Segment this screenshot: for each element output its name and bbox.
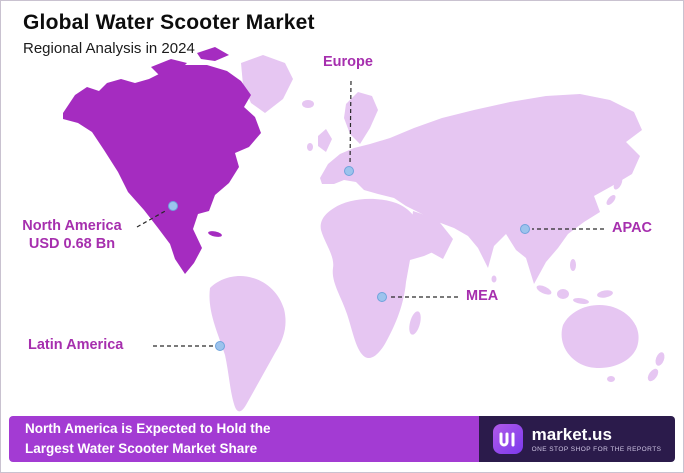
connector-europe bbox=[349, 80, 352, 166]
page-subtitle: Regional Analysis in 2024 bbox=[23, 40, 195, 57]
region-cuba bbox=[208, 231, 222, 237]
banner-line-2: Largest Water Scooter Market Share bbox=[25, 441, 258, 456]
region-japan-north bbox=[613, 176, 623, 190]
brand-name: market.us bbox=[531, 424, 612, 444]
region-sri-lanka bbox=[491, 275, 497, 283]
connector-north-america bbox=[136, 209, 168, 228]
region-sumatra bbox=[536, 285, 552, 295]
marker-apac bbox=[520, 224, 530, 234]
region-iceland bbox=[302, 100, 314, 108]
label-north-america-name: North America bbox=[22, 218, 122, 234]
region-arctic-island-2 bbox=[197, 47, 229, 61]
banner-line-1: North America is Expected to Hold the bbox=[25, 420, 271, 436]
page-title: Global Water Scooter Market bbox=[23, 11, 315, 34]
region-australia bbox=[561, 305, 639, 369]
label-apac: APAC bbox=[612, 220, 653, 236]
region-new-zealand-north bbox=[655, 352, 665, 366]
region-philippines bbox=[570, 259, 576, 271]
label-europe: Europe bbox=[323, 54, 373, 70]
region-scandinavia bbox=[344, 92, 378, 144]
region-africa bbox=[320, 198, 442, 359]
regions-other bbox=[209, 55, 665, 412]
market-us-logo-icon bbox=[492, 424, 523, 454]
label-mea: MEA bbox=[466, 288, 499, 304]
region-ireland bbox=[307, 143, 313, 151]
brand-tagline: ONE STOP SHOP FOR THE REPORTS bbox=[531, 445, 662, 453]
label-north-america: North America USD 0.68 Bn bbox=[5, 217, 139, 253]
brand-text: market.us ONE STOP SHOP FOR THE REPORTS bbox=[532, 426, 662, 453]
region-south-america bbox=[209, 276, 286, 412]
brand-box: market.us ONE STOP SHOP FOR THE REPORTS bbox=[479, 416, 675, 462]
region-java bbox=[573, 298, 589, 304]
region-north-america bbox=[63, 65, 261, 274]
region-arctic-island-1 bbox=[151, 59, 187, 75]
marker-mea bbox=[377, 292, 387, 302]
footer: North America is Expected to Hold the La… bbox=[9, 416, 675, 462]
region-eurasia bbox=[320, 94, 642, 284]
markers bbox=[168, 166, 530, 351]
region-new-zealand-south bbox=[647, 368, 659, 382]
marker-latin-america bbox=[215, 341, 225, 351]
region-arabia bbox=[411, 211, 453, 259]
region-japan-south bbox=[606, 195, 616, 205]
region-tasmania bbox=[607, 376, 615, 382]
region-madagascar bbox=[409, 311, 421, 335]
label-latin-america: Latin America bbox=[28, 337, 124, 353]
label-north-america-value: USD 0.68 Bn bbox=[28, 236, 116, 253]
region-north-america-group bbox=[63, 47, 261, 274]
marker-europe bbox=[344, 166, 354, 176]
connectors bbox=[136, 80, 604, 347]
marker-north-america bbox=[168, 201, 178, 211]
region-borneo bbox=[557, 289, 569, 299]
footer-banner: North America is Expected to Hold the La… bbox=[9, 416, 479, 462]
region-greenland bbox=[241, 55, 293, 113]
region-uk bbox=[318, 129, 332, 152]
region-new-guinea bbox=[597, 290, 613, 298]
